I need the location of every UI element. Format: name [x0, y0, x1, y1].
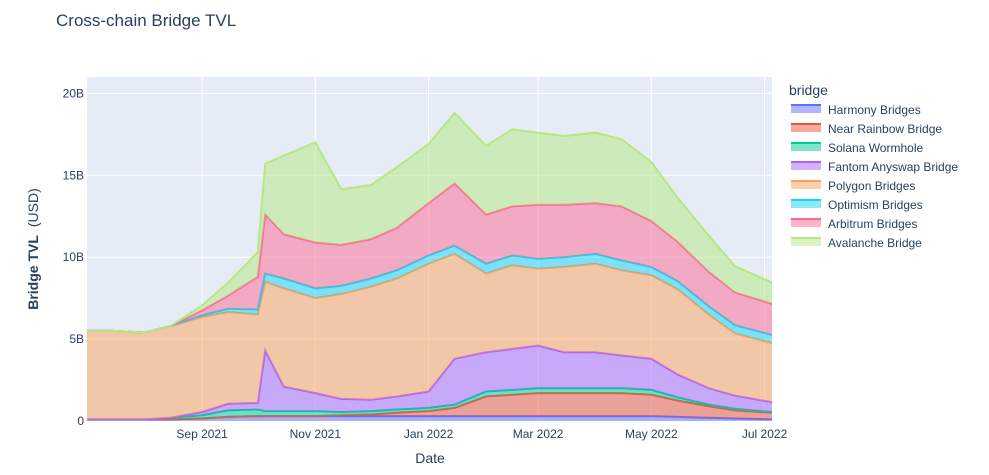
y-axis-ticks: 0 5B 10B 15B 20B	[63, 86, 85, 428]
x-tick-label: Jul 2022	[742, 427, 788, 441]
area-series[interactable]	[87, 111, 773, 421]
y-axis-title-unit: (USD)	[25, 188, 41, 227]
area-avalanche-bridge[interactable]	[87, 113, 772, 333]
x-tick-label: Sep 2021	[176, 427, 228, 441]
legend-swatch	[791, 162, 821, 170]
area-polygon-bridges[interactable]	[87, 253, 772, 420]
y-tick-label: 5B	[69, 332, 84, 346]
legend-label: Optimism Bridges	[828, 198, 923, 212]
x-tick-label: Jan 2022	[404, 427, 454, 441]
legend-swatch	[791, 219, 821, 227]
area-solana-wormhole[interactable]	[87, 388, 772, 420]
legend-label: Harmony Bridges	[828, 103, 921, 117]
y-tick-label: 10B	[63, 250, 84, 264]
legend-item[interactable]: Fantom Anyswap Bridge	[791, 160, 958, 174]
area-harmony-bridges[interactable]	[87, 416, 772, 421]
legend-label: Near Rainbow Bridge	[828, 122, 942, 136]
legend-item[interactable]: Solana Wormhole	[791, 141, 923, 155]
legend-title: bridge	[789, 82, 828, 98]
x-tick-label: Nov 2021	[290, 427, 342, 441]
legend-swatch	[791, 124, 821, 132]
legend-item[interactable]: Polygon Bridges	[791, 179, 915, 193]
legend-label: Solana Wormhole	[828, 141, 923, 155]
y-tick-label: 20B	[63, 86, 84, 100]
legend: bridge Harmony Bridges Near Rainbow Bridg…	[789, 82, 958, 250]
legend-label: Fantom Anyswap Bridge	[828, 160, 958, 174]
legend-item[interactable]: Avalanche Bridge	[791, 236, 922, 250]
legend-swatch	[791, 181, 821, 189]
legend-swatch	[791, 200, 821, 208]
y-tick-label: 15B	[63, 168, 84, 182]
chart-title: Cross-chain Bridge TVL	[56, 11, 236, 30]
legend-item[interactable]: Harmony Bridges	[791, 103, 921, 117]
legend-swatch	[791, 238, 821, 246]
legend-label: Arbitrum Bridges	[828, 217, 917, 231]
x-axis-ticks: Sep 2021 Nov 2021 Jan 2022 Mar 2022 May 2022…	[176, 427, 787, 441]
legend-swatch	[791, 105, 821, 113]
area-near-rainbow-bridge[interactable]	[87, 393, 772, 420]
legend-item[interactable]: Optimism Bridges	[791, 198, 923, 212]
x-axis-title: Date	[415, 450, 445, 466]
y-axis-title: Bridge TVL (USD)	[25, 188, 41, 310]
area-arbitrum-bridges[interactable]	[87, 183, 772, 335]
y-axis-title-bold: Bridge TVL	[25, 235, 41, 310]
x-tick-label: Mar 2022	[513, 427, 564, 441]
y-tick-label: 0	[77, 414, 84, 428]
legend-swatch	[791, 143, 821, 151]
legend-label: Polygon Bridges	[828, 179, 915, 193]
legend-item[interactable]: Near Rainbow Bridge	[791, 122, 942, 136]
legend-label: Avalanche Bridge	[828, 236, 922, 250]
line-avalanche-bridge[interactable]	[87, 111, 773, 334]
x-tick-label: May 2022	[625, 427, 678, 441]
legend-item[interactable]: Arbitrum Bridges	[791, 217, 917, 231]
